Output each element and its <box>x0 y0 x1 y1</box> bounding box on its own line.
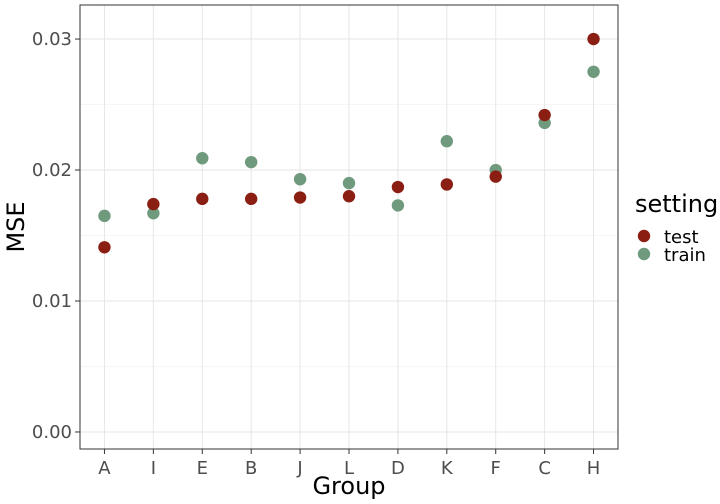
point-test-J <box>293 191 307 204</box>
point-test-A <box>98 241 111 254</box>
y-tick-label: 0.03 <box>32 29 72 50</box>
point-test-F <box>489 170 502 183</box>
x-tick-label: I <box>151 458 156 479</box>
x-tick-label: J <box>296 458 302 479</box>
point-test-D <box>391 180 405 194</box>
point-train-D <box>391 199 405 212</box>
x-tick-label: A <box>98 458 111 479</box>
legend-label-train: train <box>664 245 706 266</box>
legend-key-test <box>637 229 651 243</box>
point-train-I <box>147 207 160 220</box>
point-test-H <box>587 32 600 46</box>
point-train-J <box>293 172 307 186</box>
point-train-H <box>587 65 600 78</box>
point-train-A <box>98 209 111 223</box>
point-test-I <box>147 197 160 211</box>
x-tick-label: B <box>245 458 257 479</box>
legend-title: setting <box>635 190 718 218</box>
point-train-L <box>342 176 356 190</box>
x-tick-label: C <box>538 458 551 479</box>
y-tick-label: 0.00 <box>32 422 72 443</box>
x-tick-label: F <box>491 458 501 479</box>
point-test-L <box>342 190 356 203</box>
x-tick-label: H <box>587 458 601 479</box>
x-tick-label: D <box>391 458 405 479</box>
x-tick-label: E <box>197 458 208 479</box>
point-test-K <box>440 178 454 191</box>
x-tick-label: L <box>344 458 354 479</box>
point-train-K <box>440 135 454 148</box>
point-train-B <box>244 155 258 169</box>
y-axis: 0.00 0.01 0.02 0.03 <box>32 29 80 443</box>
point-test-B <box>244 192 258 206</box>
point-test-E <box>196 192 209 206</box>
x-tick-label: K <box>441 458 454 479</box>
y-axis-title: MSE <box>2 201 30 252</box>
point-test-C <box>538 108 551 122</box>
legend-label-test: test <box>664 227 699 248</box>
x-axis-title: Group <box>312 472 385 500</box>
grid-lines <box>80 5 618 449</box>
y-tick-label: 0.01 <box>32 291 72 312</box>
legend-key-train <box>637 247 651 261</box>
data-points <box>98 32 600 254</box>
point-train-E <box>196 152 209 165</box>
y-tick-label: 0.02 <box>32 160 72 181</box>
